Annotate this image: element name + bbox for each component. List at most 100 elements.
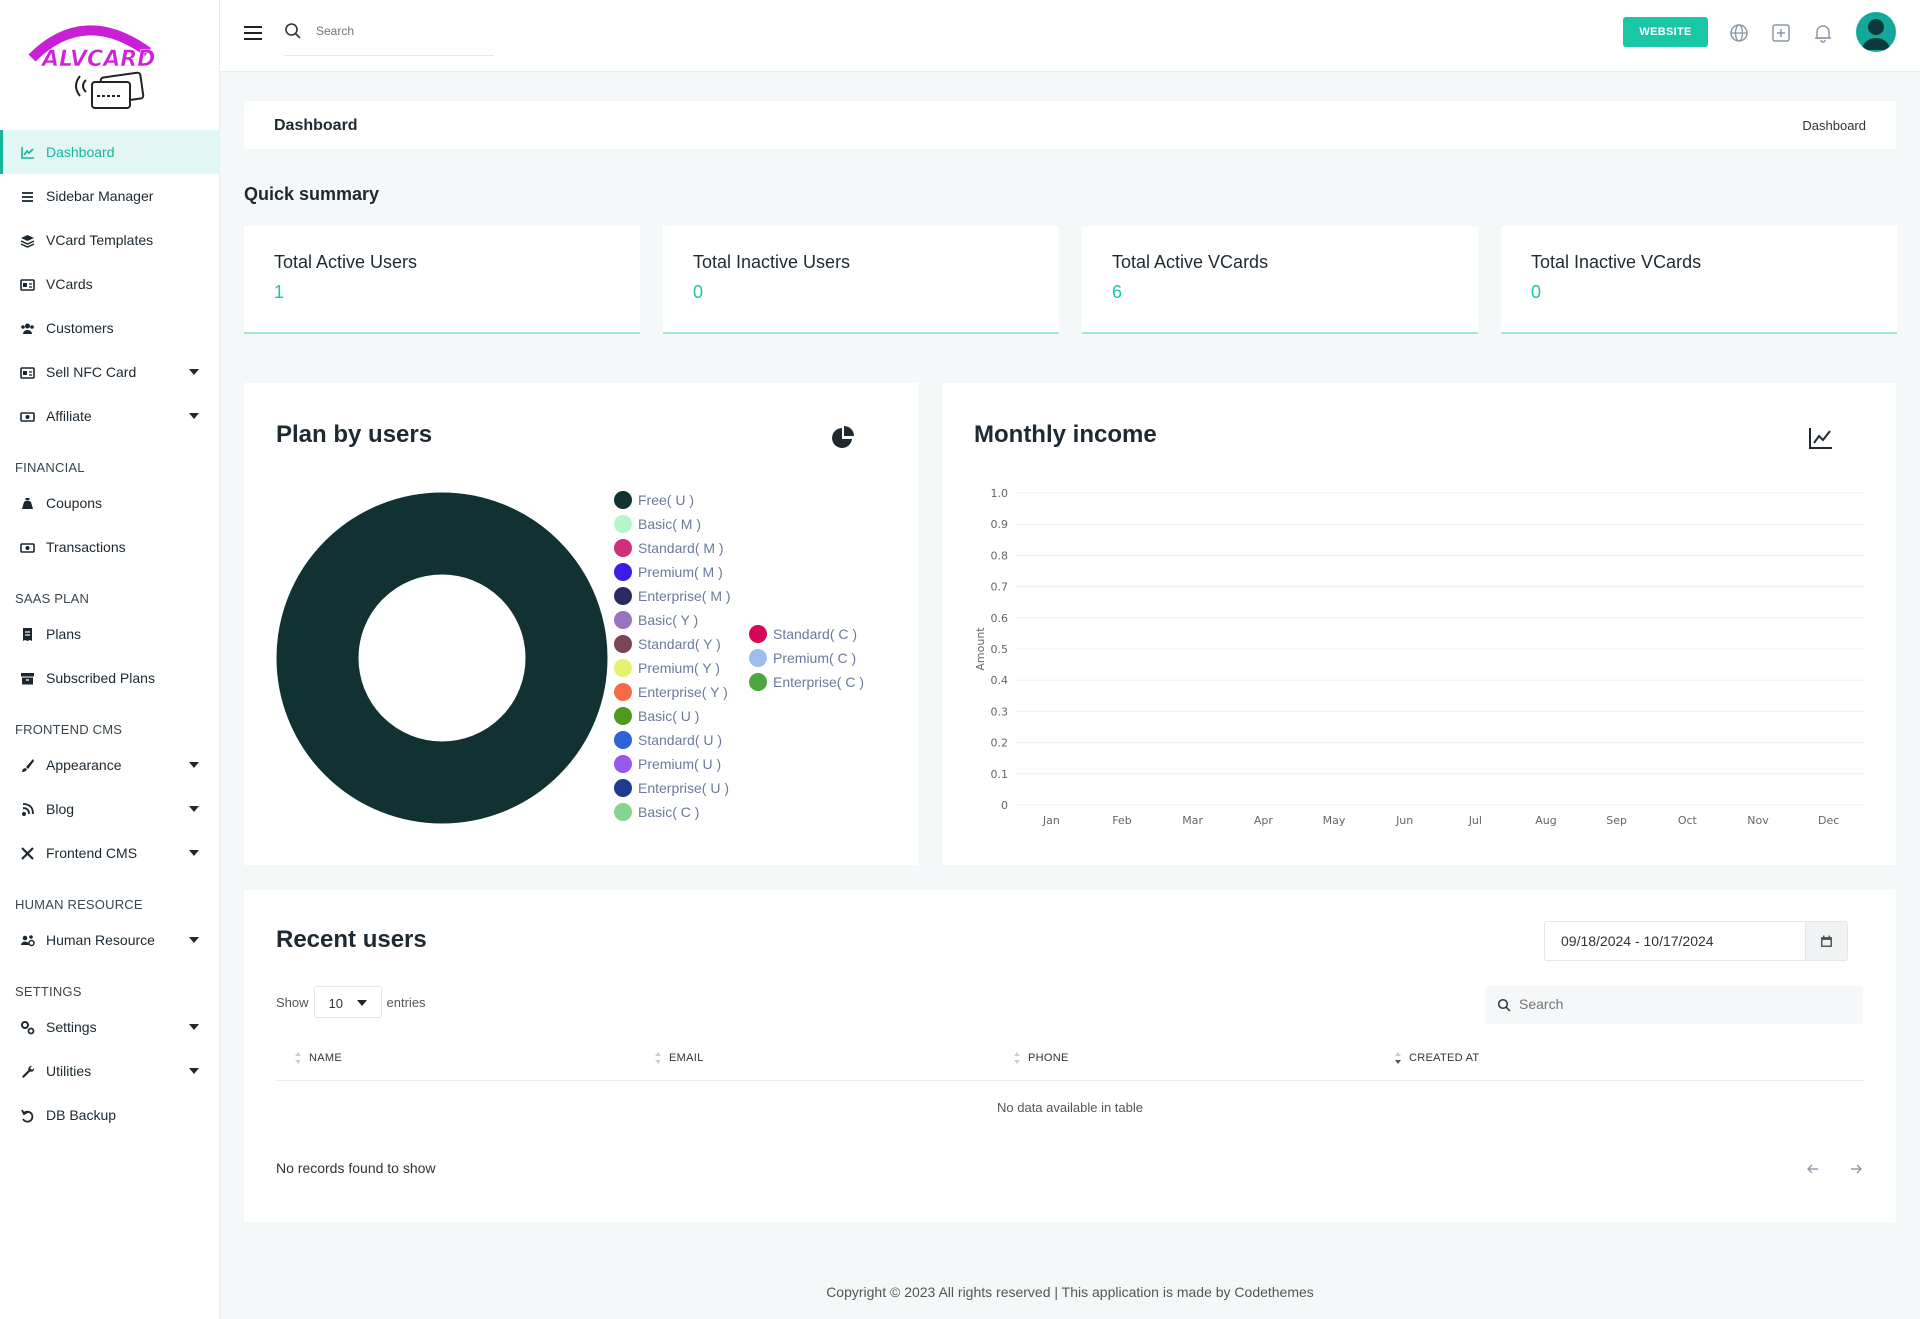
y-axis-label: Amount [974,627,987,671]
arrow-right-icon[interactable] [1849,1162,1863,1176]
receipt-icon [20,626,46,642]
sidebar: ALVCARD Dashboard Sidebar Manager VCard Te… [0,0,220,1319]
sidebar-item-frontend-cms[interactable]: Frontend CMS [0,831,219,875]
monthly-income-panel: Monthly income 0 0.1 0.2 0.3 0.4 0.5 0.6 0.7 0.8… [942,383,1896,865]
sidebar-item-customers[interactable]: Customers [0,306,219,350]
user-avatar[interactable] [1856,12,1896,52]
chevron-down-icon [189,806,199,812]
column-header-created-at[interactable]: CREATED AT [1395,1052,1479,1064]
page-title: Dashboard [274,117,358,134]
sidebar-item-subscribed-plans[interactable]: Subscribed Plans [0,656,219,700]
legend-item[interactable]: Enterprise( U ) [614,779,729,797]
alvcard-logo-icon: ALVCARD [28,25,156,109]
sidebar-item-settings[interactable]: Settings [0,1005,219,1049]
sidebar-item-vcard-templates[interactable]: VCard Templates [0,218,219,262]
legend-swatch [749,625,767,643]
pie-chart-icon[interactable] [829,424,857,452]
date-range-picker[interactable]: 09/18/2024 - 10/17/2024 [1544,921,1848,961]
sidebar-item-sidebar-manager[interactable]: Sidebar Manager [0,174,219,218]
sidebar-item-label: Sidebar Manager [46,188,154,204]
sidebar-item-label: Subscribed Plans [46,670,155,686]
calendar-button[interactable] [1805,922,1847,960]
breadcrumb-current[interactable]: Dashboard [1802,118,1866,133]
x-tick-label: Sep [1606,814,1627,827]
sidebar-item-label: Settings [46,1019,97,1035]
sidebar-item-label: Blog [46,801,75,817]
legend-item[interactable]: Premium( Y ) [614,659,720,677]
sidebar-item-blog[interactable]: Blog [0,787,219,831]
sidebar-item-sell-nfc-card[interactable]: Sell NFC Card [0,350,219,394]
legend-swatch [614,707,632,725]
stat-value: 6 [1112,282,1123,302]
legend-item[interactable]: Enterprise( M ) [614,587,731,605]
legend-label: Standard( M ) [638,540,724,556]
legend-item[interactable]: Basic( C ) [614,803,699,821]
sidebar-item-db-backup[interactable]: DB Backup [0,1093,219,1137]
column-header-name[interactable]: NAME [295,1052,342,1064]
legend-item[interactable]: Premium( M ) [614,563,723,581]
column-header-email[interactable]: EMAIL [655,1052,704,1064]
records-info: No records found to show [276,1160,436,1176]
legend-item[interactable]: Basic( U ) [614,707,699,725]
stat-value: 0 [1531,282,1542,302]
bell-icon[interactable] [1812,22,1834,44]
sidebar-item-plans[interactable]: Plans [0,612,219,656]
legend-item[interactable]: Standard( C ) [749,625,857,643]
y-tick-label: 0.3 [991,705,1009,718]
sidebar-item-affiliate[interactable]: Affiliate [0,394,219,438]
chevron-down-icon [189,413,199,419]
legend-item[interactable]: Basic( Y ) [614,611,698,629]
legend-label: Basic( C ) [638,804,700,820]
top-search[interactable] [284,22,494,56]
footer: Copyright © 2023 All rights reserved | T… [826,1284,1314,1300]
sidebar-item-vcards[interactable]: VCards [0,262,219,306]
sidebar-item-label: VCards [46,276,93,292]
entries-label: entries [386,994,426,1010]
table-search[interactable] [1485,986,1863,1024]
sidebar-item-utilities[interactable]: Utilities [0,1049,219,1093]
stat-label: Total Active Users [274,252,418,272]
legend-item[interactable]: Premium( U ) [614,755,721,773]
income-chart-title: Monthly income [974,421,1157,448]
donut-slice-free-u[interactable] [276,492,608,824]
brand-logo[interactable]: ALVCARD [0,0,219,130]
sidebar-item-human-resource[interactable]: Human Resource [0,918,219,962]
top-search-input[interactable] [316,24,486,38]
table-empty-message: No data available in table [997,1100,1143,1115]
website-button[interactable]: WEBSITE [1623,17,1708,47]
entries-control: Show 10 entries [276,986,426,1018]
sidebar-item-label: VCard Templates [46,232,154,248]
sidebar-item-dashboard[interactable]: Dashboard [0,130,219,174]
legend-label: Premium( M ) [638,564,723,580]
sidebar-item-label: Coupons [46,495,103,511]
y-tick-label: 0.4 [991,674,1009,687]
legend-item[interactable]: Basic( M ) [614,515,701,533]
globe-icon[interactable] [1728,22,1750,44]
x-tick-label: Apr [1254,814,1274,827]
legend-item[interactable]: Enterprise( C ) [749,673,864,691]
legend-item[interactable]: Standard( U ) [614,731,722,749]
wrench-icon [20,1063,46,1079]
legend-label: Basic( Y ) [638,612,699,628]
sidebar-item-coupons[interactable]: Coupons [0,481,219,525]
legend-swatch [614,779,632,797]
table-divider [276,1080,1864,1081]
column-header-phone[interactable]: PHONE [1014,1052,1069,1064]
menu-toggle-icon[interactable] [244,26,262,44]
legend-item[interactable]: Standard( M ) [614,539,724,557]
entries-select[interactable]: 10 [313,986,382,1018]
sidebar-item-label: Customers [46,320,114,336]
legend-item[interactable]: Free( U ) [614,491,694,509]
legend-item[interactable]: Enterprise( Y ) [614,683,728,701]
sidebar-item-appearance[interactable]: Appearance [0,743,219,787]
arrow-left-icon[interactable] [1806,1162,1820,1176]
sidebar-item-transactions[interactable]: Transactions [0,525,219,569]
line-chart-icon[interactable] [1808,426,1834,450]
sort-icon [655,1052,661,1064]
x-tick-label: May [1323,814,1346,827]
legend-item[interactable]: Premium( C ) [749,649,856,667]
table-search-input[interactable] [1519,996,1839,1012]
add-square-icon[interactable] [1770,22,1792,44]
legend-item[interactable]: Standard( Y ) [614,635,721,653]
users-icon [20,320,46,336]
